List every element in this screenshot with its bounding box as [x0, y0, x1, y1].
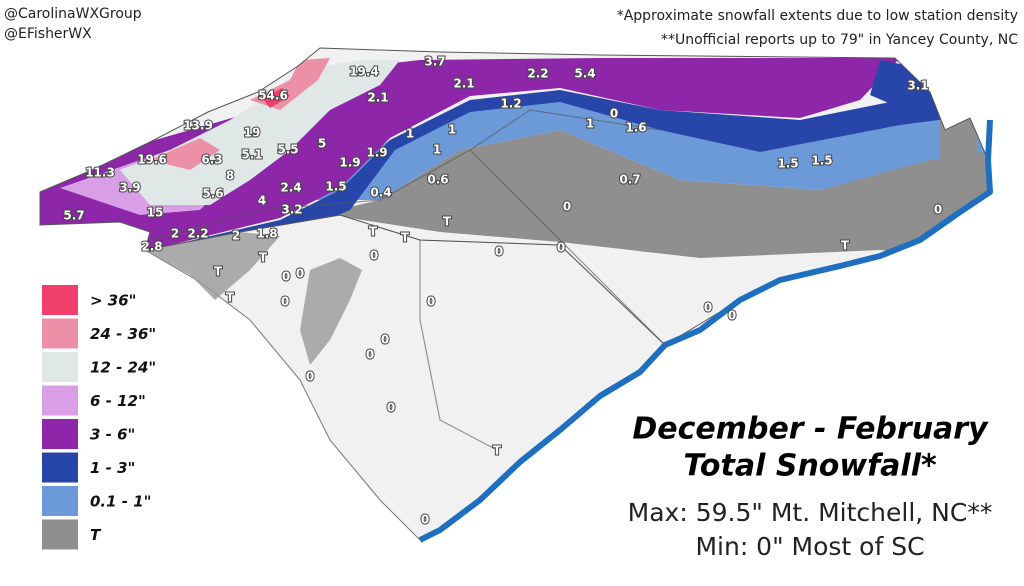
snowfall-label: 3.7 — [424, 55, 445, 69]
snowfall-label: 2.2 — [527, 67, 548, 81]
snowfall-label: 0 — [281, 295, 289, 309]
snowfall-label: 0 — [366, 348, 374, 362]
sc-trace-area — [300, 258, 362, 365]
legend-label: 1 - 3" — [90, 459, 135, 477]
legend-swatch — [42, 318, 78, 349]
snowfall-label: T — [214, 265, 223, 279]
snowfall-label: 0 — [387, 401, 395, 415]
snowfall-label: 3.1 — [907, 79, 928, 93]
snowfall-label: 5.6 — [202, 187, 223, 201]
snowfall-label: 3.2 — [281, 203, 302, 217]
snowfall-label: 1.9 — [339, 156, 360, 170]
snowfall-label: 2 — [232, 229, 240, 243]
snowfall-label: 2.4 — [280, 181, 301, 195]
snowfall-label: 0 — [704, 301, 712, 315]
snowfall-label: T — [259, 251, 268, 265]
credit: @EFisherWX — [4, 26, 92, 42]
legend-label: 12 - 24" — [90, 359, 156, 377]
snowfall-label: 0 — [421, 513, 429, 527]
snowfall-label: 5.1 — [241, 148, 262, 162]
snowfall-label: 5 — [318, 137, 326, 151]
snowfall-label: 11.3 — [85, 166, 115, 180]
snowfall-label: 5.4 — [574, 67, 595, 81]
title: Total Snowfall* — [683, 449, 937, 484]
snowfall-label: 2.1 — [367, 91, 388, 105]
snowfall-label: 0 — [370, 249, 378, 263]
snowfall-label: T — [493, 444, 502, 458]
snowfall-label: 0 — [381, 333, 389, 347]
snowfall-label: 2.1 — [453, 77, 474, 91]
snowfall-label: 8 — [226, 169, 234, 183]
snowfall-label: 5.7 — [63, 209, 84, 223]
interstate — [149, 109, 666, 451]
snowfall-label: 5.5 — [277, 143, 298, 157]
credit: @CarolinaWXGroup — [4, 6, 142, 22]
snowfall-label: 0 — [495, 245, 503, 259]
snowfall-label: T — [369, 225, 378, 239]
snowfall-label: 1.2 — [500, 97, 521, 111]
snowfall-label: T — [226, 291, 235, 305]
snowfall-label: T — [443, 215, 452, 229]
snowfall-label: 13.9 — [183, 119, 213, 133]
snowfall-label: 1 — [586, 117, 594, 131]
snowfall-label: 0.4 — [370, 186, 391, 200]
title: December - February — [632, 412, 989, 447]
snowfall-label: 0.6 — [427, 173, 448, 187]
snowfall-label: 4 — [258, 194, 266, 208]
snowfall-label: 19 — [244, 126, 261, 140]
snowfall-label: 1 — [433, 143, 441, 157]
snowfall-label: 0 — [610, 107, 618, 121]
snowfall-label: 1.8 — [256, 227, 277, 241]
coastline — [418, 119, 993, 543]
max-stat: Max: 59.5" Mt. Mitchell, NC** — [628, 498, 993, 527]
snowfall-label: 0 — [306, 370, 314, 384]
snowfall-label: 1.5 — [325, 180, 346, 194]
legend-label: 6 - 12" — [90, 392, 146, 410]
snowfall-label: 0 — [282, 270, 290, 284]
snowfall-label: 1.5 — [811, 154, 832, 168]
sc-trace-area — [145, 232, 280, 300]
snowfall-label: 0 — [427, 295, 435, 309]
snowfall-label: 19.6 — [137, 153, 167, 167]
legend-label: T — [90, 526, 102, 544]
snowfall-label: 0 — [934, 203, 942, 217]
legend-swatch — [42, 352, 78, 382]
snowfall-label: T — [841, 239, 850, 253]
snowfall-label: 1.6 — [625, 121, 646, 135]
snowfall-label: 1 — [406, 127, 414, 141]
snowfall-label: 3.9 — [119, 181, 140, 195]
legend-swatch — [42, 519, 78, 550]
legend-label: 0.1 - 1" — [90, 493, 152, 511]
snowfall-label: 0 — [563, 200, 571, 214]
legend-label: > 36" — [90, 292, 136, 310]
legend-label: 3 - 6" — [90, 426, 135, 444]
legend-label: 24 - 36" — [90, 325, 156, 343]
snowfall-label: 1.9 — [366, 146, 387, 160]
snowfall-label: 0 — [557, 241, 565, 255]
snowfall-label: 1.5 — [777, 157, 798, 171]
snowfall-label: 2.8 — [141, 240, 162, 254]
snowfall-label: 6.3 — [201, 153, 222, 167]
snowfall-label: T — [401, 231, 410, 245]
snowfall-label: 2.2 — [187, 227, 208, 241]
snowfall-label: 15 — [147, 206, 164, 220]
legend-swatch — [42, 452, 78, 483]
snowfall-label: 0 — [728, 309, 736, 323]
min-stat: Min: 0" Most of SC — [695, 532, 924, 561]
legend-swatch — [42, 285, 78, 315]
legend-swatch — [42, 419, 78, 449]
note: *Approximate snowfall extents due to low… — [617, 8, 1018, 24]
snowfall-label: 2 — [171, 227, 179, 241]
snowfall-label: 19.4 — [349, 65, 379, 79]
snowfall-label: 0.7 — [619, 173, 640, 187]
snowfall-label: 54.6 — [258, 89, 288, 103]
legend: > 36" 24 - 36" 12 - 24" 6 - 12" 3 - 6" 1 - 3"… — [42, 285, 156, 550]
snowfall-label: 1 — [448, 123, 456, 137]
legend-swatch — [42, 385, 78, 416]
legend-swatch — [42, 486, 78, 516]
snowfall-label: 0 — [296, 267, 304, 281]
note: **Unofficial reports up to 79" in Yancey… — [661, 32, 1018, 48]
